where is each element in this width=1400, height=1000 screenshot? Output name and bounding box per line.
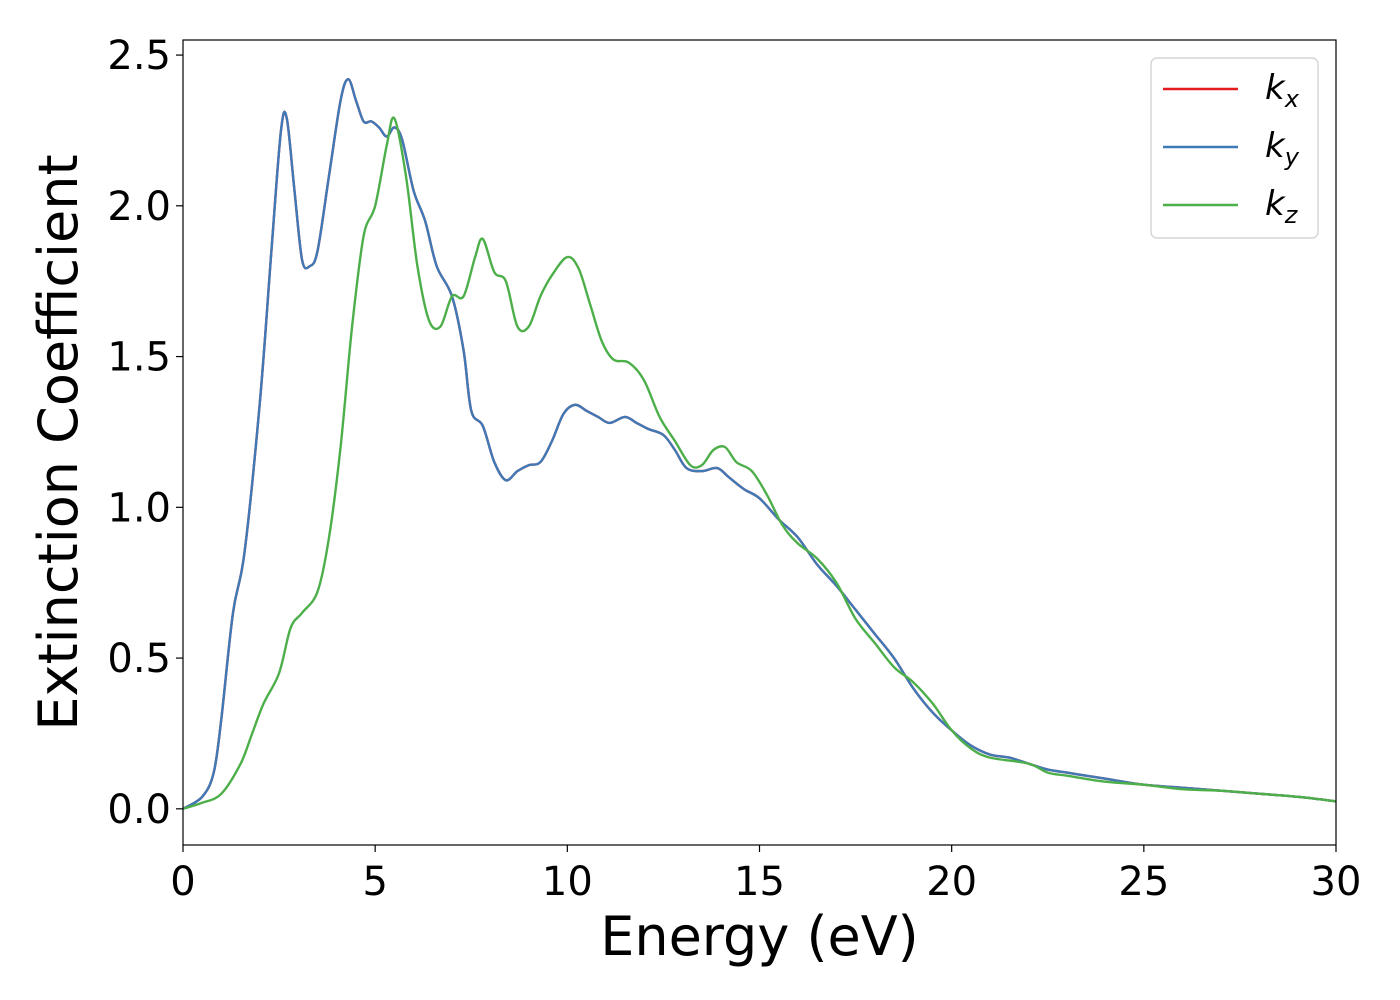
legend-label-kz: kz xyxy=(1265,184,1299,229)
x-axis-ticks: 0 5 10 15 20 25 30 xyxy=(170,845,1361,905)
y-axis-label: Extinction Coefficient xyxy=(27,154,90,730)
y-axis-ticks: 0.0 0.5 1.0 1.5 2.0 2.5 xyxy=(107,33,183,833)
y-tick-label: 1.0 xyxy=(107,485,171,531)
series-layer xyxy=(182,78,1337,810)
x-tick-label: 20 xyxy=(926,859,977,905)
x-tick-label: 0 xyxy=(170,859,195,905)
y-tick-label: 0.0 xyxy=(107,787,171,833)
y-tick-label: 2.5 xyxy=(107,33,171,79)
x-tick-label: 10 xyxy=(542,859,593,905)
x-tick-label: 25 xyxy=(1118,859,1169,905)
x-tick-label: 15 xyxy=(734,859,785,905)
x-tick-label: 30 xyxy=(1311,859,1362,905)
y-tick-label: 1.5 xyxy=(107,335,171,381)
x-tick-label: 5 xyxy=(362,859,387,905)
y-tick-label: 2.0 xyxy=(107,184,171,230)
legend-label-kx: kx xyxy=(1265,68,1300,113)
legend: kx ky kz xyxy=(1150,57,1319,239)
series-line-ky xyxy=(182,78,1337,810)
series-line-kz xyxy=(182,116,1337,810)
y-tick-label: 0.5 xyxy=(107,636,171,682)
x-axis-label: Energy (eV) xyxy=(600,905,919,968)
legend-label-ky: ky xyxy=(1265,126,1300,171)
